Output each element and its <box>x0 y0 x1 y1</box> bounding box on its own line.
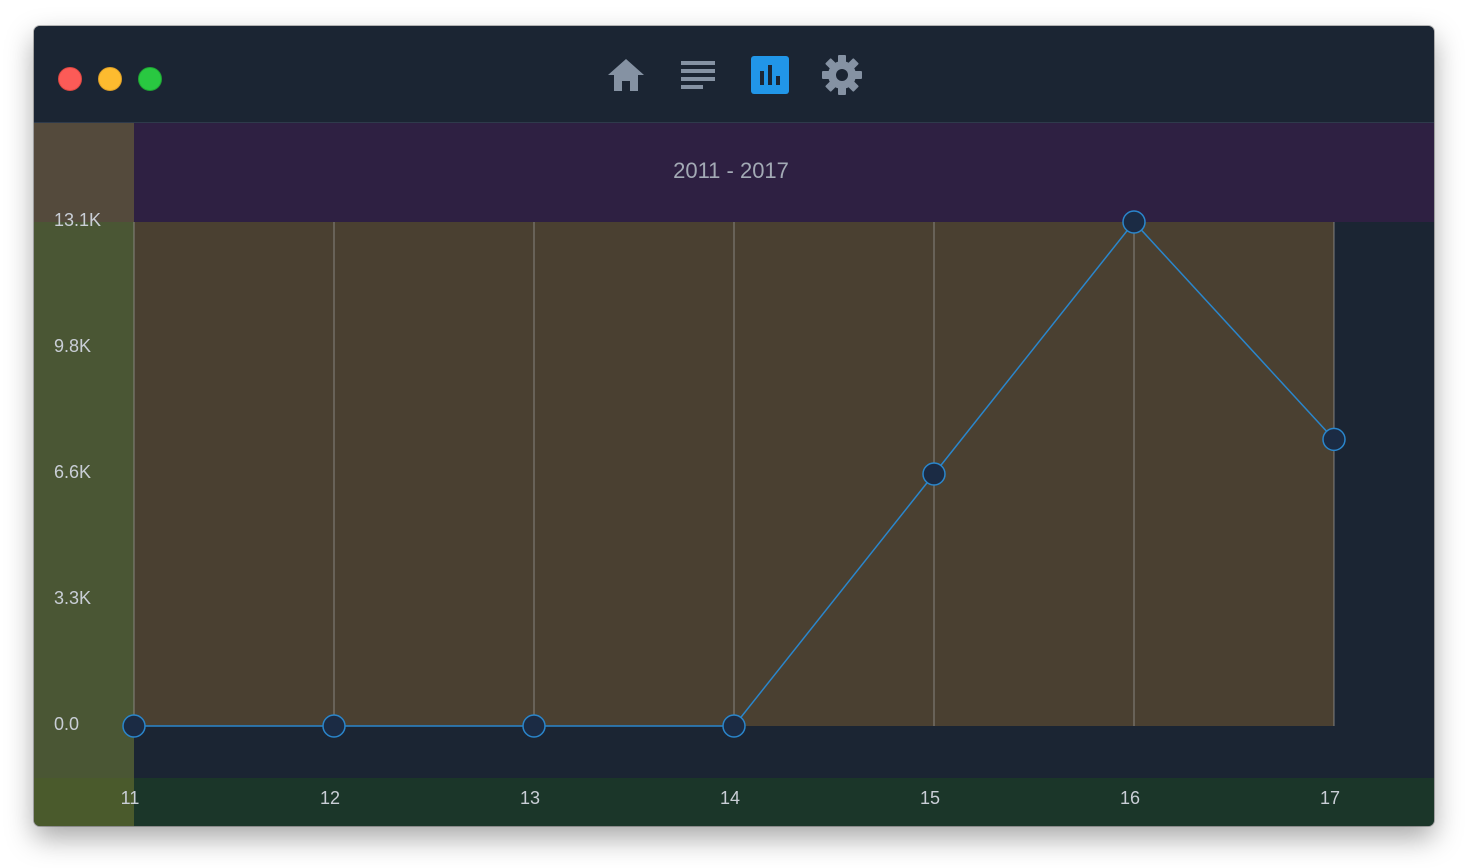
y-tick-label: 9.8K <box>54 336 91 356</box>
list-button[interactable] <box>677 54 719 96</box>
data-point <box>522 714 546 738</box>
x-axis-band <box>134 778 1434 826</box>
home-icon <box>608 59 644 91</box>
title-bar <box>34 26 1434 123</box>
corner-bottom-band <box>34 778 134 826</box>
x-tick-label: 13 <box>520 788 540 808</box>
data-point <box>322 714 346 738</box>
x-tick-label: 16 <box>1120 788 1140 808</box>
title-band <box>134 123 1434 222</box>
data-point <box>1322 427 1346 452</box>
bar-chart-icon <box>751 56 789 94</box>
app-window: 2011 - 2017 0.0 3.3K 6.6K 9.8K 13.1K 11 12 13 14 1… <box>34 26 1434 826</box>
zoom-window-button[interactable] <box>138 67 162 91</box>
y-axis-band <box>34 222 134 778</box>
list-icon <box>681 61 715 89</box>
y-tick-label: 0.0 <box>54 714 79 734</box>
x-tick-label: 14 <box>720 788 740 808</box>
x-tick-label: 15 <box>920 788 940 808</box>
data-point <box>1122 210 1146 234</box>
close-window-button[interactable] <box>58 67 82 91</box>
y-tick-label: 3.3K <box>54 588 91 608</box>
y-tick-label: 13.1K <box>54 210 101 230</box>
minimize-window-button[interactable] <box>98 67 122 91</box>
settings-button[interactable] <box>821 54 863 96</box>
y-tick-label: 6.6K <box>54 462 91 482</box>
data-point <box>122 714 146 738</box>
corner-top-band <box>34 123 134 222</box>
data-point <box>722 714 746 738</box>
gear-icon <box>822 55 862 95</box>
x-tick-label: 12 <box>320 788 340 808</box>
home-button[interactable] <box>605 54 647 96</box>
x-tick-label: 11 <box>121 788 140 808</box>
line-chart: 2011 - 2017 0.0 3.3K 6.6K 9.8K 13.1K 11 12 13 14 1… <box>34 123 1434 826</box>
x-tick-label: 17 <box>1320 788 1340 808</box>
data-point <box>922 462 946 486</box>
chart-area: 2011 - 2017 0.0 3.3K 6.6K 9.8K 13.1K 11 12 13 14 1… <box>34 123 1434 826</box>
chart-title: 2011 - 2017 <box>673 158 789 183</box>
chart-button[interactable] <box>749 54 791 96</box>
